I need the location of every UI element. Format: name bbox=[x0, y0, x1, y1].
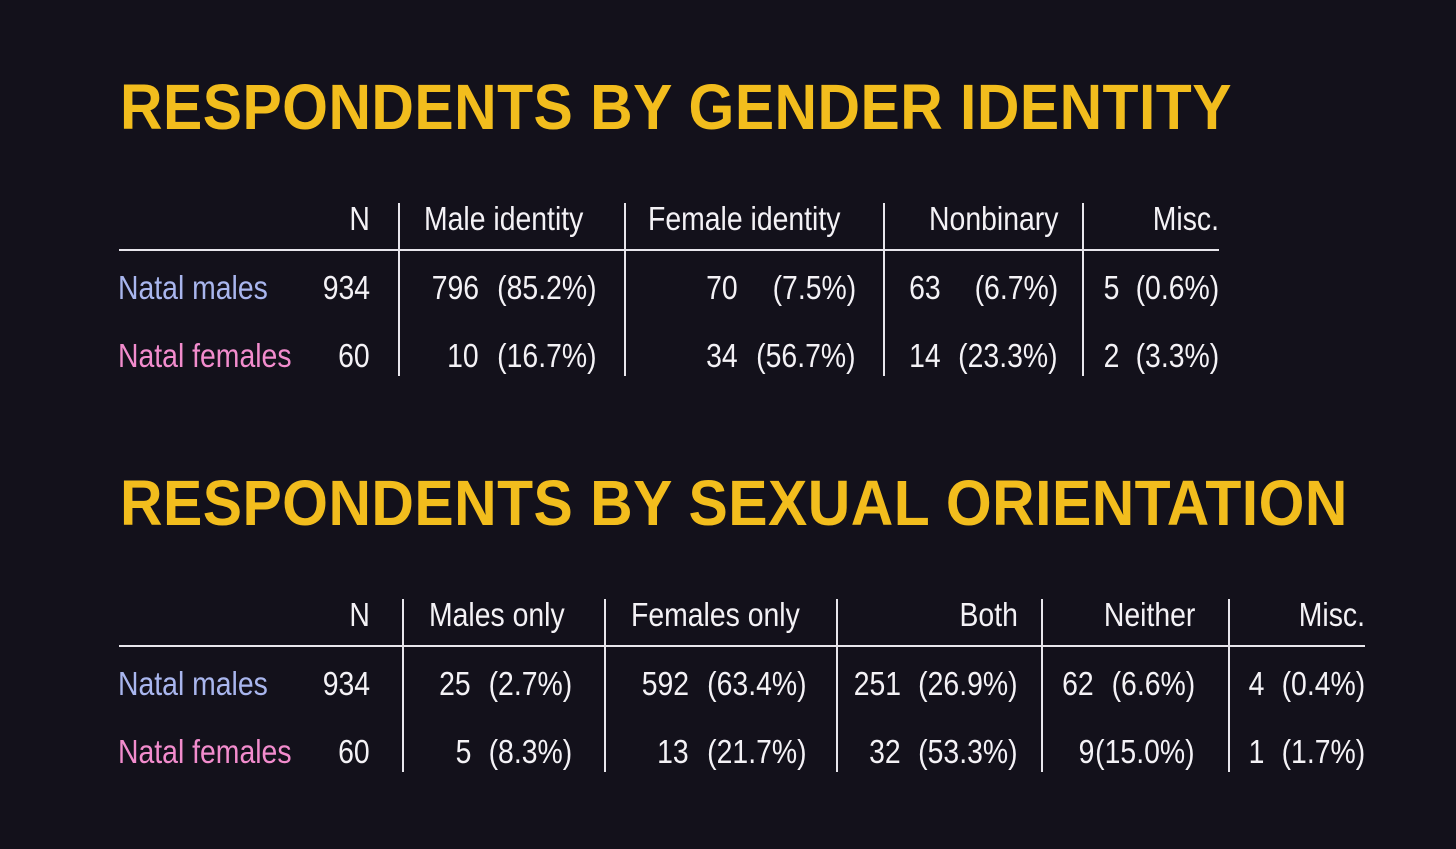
count-value: 34 bbox=[706, 337, 738, 374]
header-misc: Misc. bbox=[1152, 200, 1219, 237]
count-value: 62 bbox=[1062, 665, 1094, 702]
count-value: 25 bbox=[439, 665, 471, 702]
header-both: Both bbox=[959, 596, 1018, 633]
column-divider bbox=[1041, 599, 1043, 772]
column-divider bbox=[402, 599, 404, 772]
count-value: 1 bbox=[1248, 733, 1264, 770]
header-n: N bbox=[349, 200, 370, 237]
count-value: 251 bbox=[853, 665, 901, 702]
percent-value: (85.2%) bbox=[497, 269, 597, 306]
percent-value: (56.7%) bbox=[756, 337, 856, 374]
count-value: 13 bbox=[657, 733, 689, 770]
percent-value: (26.9%) bbox=[918, 665, 1018, 702]
column-divider bbox=[624, 203, 626, 376]
header-male-identity: Male identity bbox=[424, 200, 584, 237]
percent-value: (0.4%) bbox=[1281, 665, 1365, 702]
header-female-identity: Female identity bbox=[648, 200, 841, 237]
column-divider bbox=[883, 203, 885, 376]
percent-value: (3.3%) bbox=[1135, 337, 1219, 374]
column-divider bbox=[1082, 203, 1084, 376]
column-divider bbox=[398, 203, 400, 376]
row-label-natal-females: Natal females bbox=[118, 733, 292, 770]
column-divider bbox=[836, 599, 838, 772]
row-label-natal-females: Natal females bbox=[118, 337, 292, 374]
count-value: 63 bbox=[909, 269, 941, 306]
sexual-orientation-title: RESPONDENTS BY SEXUAL ORIENTATION bbox=[120, 467, 1348, 539]
header-divider bbox=[119, 645, 1365, 647]
count-value: 70 bbox=[706, 269, 738, 306]
column-divider bbox=[604, 599, 606, 772]
count-value: 9 bbox=[1078, 733, 1094, 770]
header-males-only: Males only bbox=[429, 596, 565, 633]
header-females-only: Females only bbox=[631, 596, 800, 633]
header-divider bbox=[119, 249, 1219, 251]
count-value: 796 bbox=[431, 269, 479, 306]
percent-value: (23.3%) bbox=[958, 337, 1058, 374]
row-label-natal-males: Natal males bbox=[118, 269, 268, 306]
count-value: 2 bbox=[1103, 337, 1119, 374]
percent-value: (2.7%) bbox=[488, 665, 572, 702]
header-nonbinary: Nonbinary bbox=[928, 200, 1058, 237]
count-value: 592 bbox=[641, 665, 689, 702]
percent-value: (6.6%) bbox=[1111, 665, 1195, 702]
gender-identity-title: RESPONDENTS BY GENDER IDENTITY bbox=[120, 71, 1232, 143]
percent-value: (1.7%) bbox=[1281, 733, 1365, 770]
n-value: 60 bbox=[338, 337, 370, 374]
percent-value: (63.4%) bbox=[707, 665, 807, 702]
percent-value: (15.0%) bbox=[1095, 733, 1195, 770]
header-neither: Neither bbox=[1103, 596, 1195, 633]
n-value: 60 bbox=[338, 733, 370, 770]
n-value: 934 bbox=[322, 269, 370, 306]
count-value: 14 bbox=[909, 337, 941, 374]
count-value: 10 bbox=[447, 337, 479, 374]
row-label-natal-males: Natal males bbox=[118, 665, 268, 702]
count-value: 5 bbox=[455, 733, 471, 770]
count-value: 5 bbox=[1103, 269, 1119, 306]
percent-value: (21.7%) bbox=[707, 733, 807, 770]
header-misc: Misc. bbox=[1298, 596, 1365, 633]
percent-value: (7.5%) bbox=[772, 269, 856, 306]
n-value: 934 bbox=[322, 665, 370, 702]
header-n: N bbox=[349, 596, 370, 633]
column-divider bbox=[1228, 599, 1230, 772]
percent-value: (8.3%) bbox=[488, 733, 572, 770]
percent-value: (0.6%) bbox=[1135, 269, 1219, 306]
percent-value: (16.7%) bbox=[497, 337, 597, 374]
count-value: 4 bbox=[1248, 665, 1264, 702]
percent-value: (53.3%) bbox=[918, 733, 1018, 770]
percent-value: (6.7%) bbox=[974, 269, 1058, 306]
count-value: 32 bbox=[869, 733, 901, 770]
